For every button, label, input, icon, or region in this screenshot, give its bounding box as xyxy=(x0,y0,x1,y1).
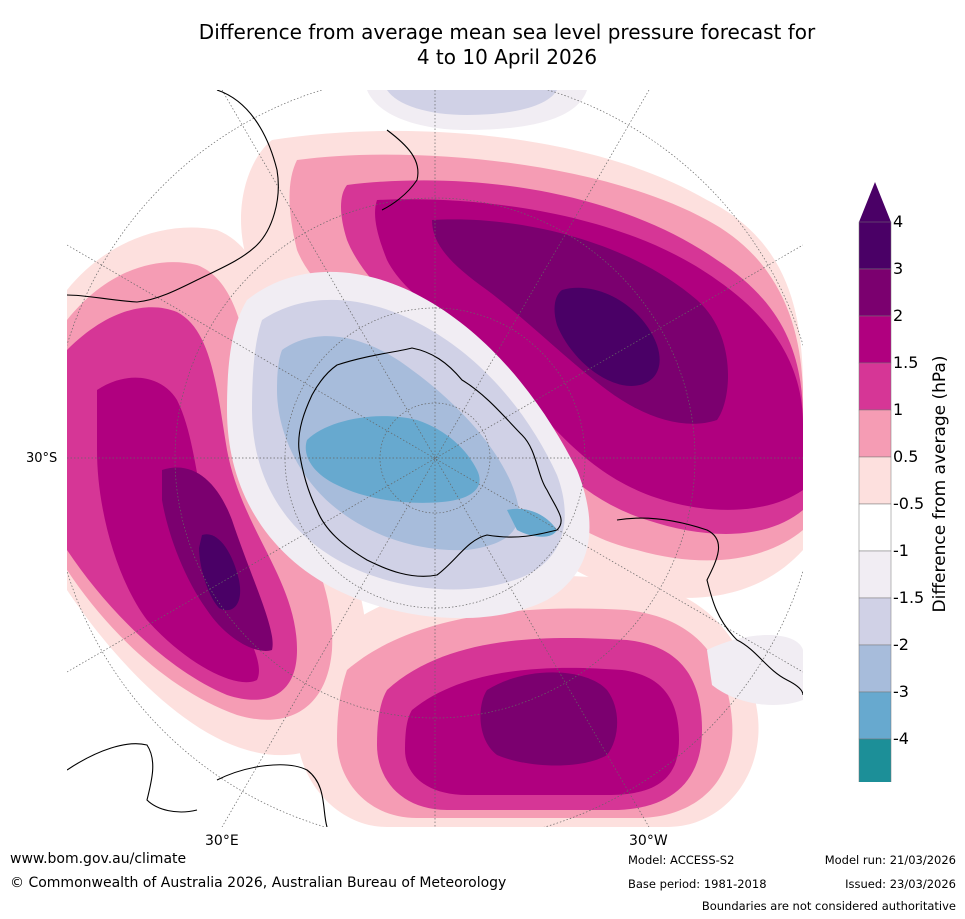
issued-date: Issued: 23/03/2026 xyxy=(845,877,956,891)
anomaly-band-negative-2-3 xyxy=(305,416,557,537)
colorbar-tick: 1.5 xyxy=(893,353,919,372)
colorbar-tick: 2 xyxy=(893,306,904,325)
colorbar-segment xyxy=(858,738,892,782)
colorbar-tick: -2 xyxy=(893,635,909,654)
colorbar-segment xyxy=(858,456,892,505)
colorbar-segment xyxy=(858,503,892,552)
colorbar-segment xyxy=(858,550,892,599)
title-line-2: 4 to 10 April 2026 xyxy=(416,45,598,69)
colorbar-tick: -3 xyxy=(893,682,909,701)
colorbar xyxy=(858,182,892,782)
colorbar-segment xyxy=(858,315,892,364)
new-zealand-coast xyxy=(381,129,419,211)
longitude-label-30e: 30°E xyxy=(205,833,239,849)
base-period: Base period: 1981-2018 xyxy=(628,877,767,891)
disclaimer: Boundaries are not considered authoritat… xyxy=(701,899,956,913)
graticule xyxy=(67,90,803,827)
south-america-coast xyxy=(616,517,803,696)
title-line-1: Difference from average mean sea level p… xyxy=(198,20,816,44)
copyright: © Commonwealth of Australia 2026, Austra… xyxy=(10,875,507,891)
longitude-label-30w: 30°W xyxy=(629,833,668,849)
colorbar-segment xyxy=(858,644,892,693)
model-name: Model: ACCESS-S2 xyxy=(628,853,735,867)
antarctica-coast xyxy=(298,347,562,577)
colorbar-tick: -1.5 xyxy=(893,588,925,607)
model-run: Model run: 21/03/2026 xyxy=(824,853,956,867)
africa-coast xyxy=(67,743,198,813)
australia-coast xyxy=(67,90,279,303)
colorbar-segment xyxy=(858,597,892,646)
colorbar-segment xyxy=(858,268,892,317)
colorbar-segment xyxy=(858,691,892,740)
colorbar-label: Difference from average (hPa) xyxy=(930,355,950,613)
colorbar-tick: 0.5 xyxy=(893,447,919,466)
colorbar-tick: 4 xyxy=(893,212,904,231)
colorbar-segment xyxy=(858,362,892,411)
pressure-anomaly-map xyxy=(67,90,803,827)
map-title: Difference from average mean sea level p… xyxy=(0,20,965,70)
coastlines xyxy=(67,90,803,827)
latitude-label-30s: 30°S xyxy=(26,451,58,466)
colorbar-tick: -4 xyxy=(893,729,909,748)
colorbar-max-arrow xyxy=(859,182,891,222)
website-link[interactable]: www.bom.gov.au/climate xyxy=(10,851,187,867)
colorbar-tick: -1 xyxy=(893,541,909,560)
colorbar-segment xyxy=(858,221,892,270)
colorbar-segment xyxy=(858,409,892,458)
colorbar-tick: -0.5 xyxy=(893,494,925,513)
colorbar-tick: 1 xyxy=(893,400,904,419)
africa-coast-2 xyxy=(216,764,328,827)
anomaly-band-above-4 xyxy=(199,287,660,611)
map-canvas xyxy=(67,90,803,827)
colorbar-tick: 3 xyxy=(893,259,904,278)
